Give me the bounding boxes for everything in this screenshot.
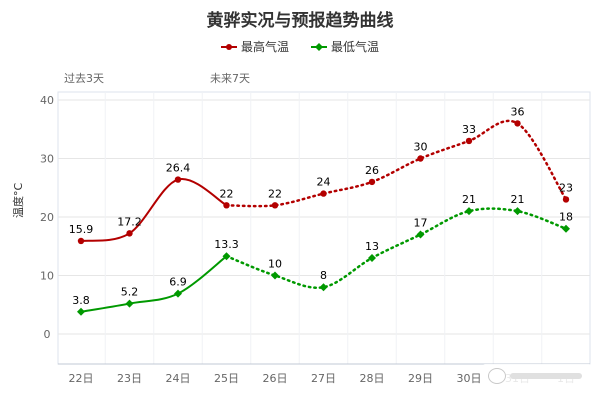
- data-label: 26: [365, 164, 379, 177]
- y-tick-label: 20: [40, 211, 54, 224]
- legend-label-high: 最高气温: [240, 40, 289, 54]
- legend: 最高气温 最低气温: [0, 38, 600, 55]
- data-point-high: [223, 202, 230, 209]
- data-label: 22: [220, 187, 234, 200]
- chart-title: 黄骅实况与预报趋势曲线: [206, 11, 394, 31]
- watermark: [482, 364, 592, 388]
- data-label: 22: [268, 187, 282, 200]
- legend-label-low: 最低气温: [331, 40, 380, 54]
- data-label: 33: [462, 123, 476, 136]
- data-label: 15.9: [69, 223, 94, 236]
- data-point-low: [368, 253, 376, 262]
- data-point-high: [126, 230, 133, 237]
- y-tick-label: 10: [40, 270, 54, 283]
- data-label: 13.3: [214, 238, 239, 251]
- legend-swatch-low: [311, 42, 327, 51]
- data-point-low: [174, 289, 182, 298]
- data-label: 10: [268, 258, 282, 271]
- series-line-observed-1: [80, 255, 228, 313]
- data-point-high: [271, 202, 279, 209]
- data-point-low: [271, 271, 279, 280]
- data-point-low: [125, 299, 134, 308]
- data-point-low: [465, 207, 473, 216]
- data-label: 17.2: [117, 215, 142, 228]
- x-tick-label: 28日: [360, 372, 385, 385]
- wechat-icon: [488, 368, 506, 384]
- series-line-forecast-1: [225, 207, 568, 289]
- data-label: 21: [511, 193, 525, 206]
- data-label: 26.4: [166, 162, 191, 175]
- data-point-low: [562, 224, 570, 233]
- past-days-label: 过去3天: [64, 72, 104, 85]
- data-label: 13: [365, 240, 379, 253]
- x-tick-label: 26日: [263, 372, 288, 385]
- data-point-high: [77, 237, 85, 245]
- data-label: 18: [559, 211, 573, 224]
- watermark-logo: [510, 373, 582, 379]
- data-point-high: [417, 155, 424, 162]
- data-point-low: [513, 207, 522, 216]
- legend-item-low[interactable]: 最低气温: [311, 38, 379, 55]
- y-tick-label: 40: [40, 94, 54, 107]
- series-line-observed-0: [80, 178, 228, 242]
- y-tick-label: 30: [40, 153, 54, 166]
- data-label: 5.2: [121, 286, 139, 299]
- data-label: 21: [462, 193, 476, 206]
- data-label: 3.8: [72, 294, 90, 307]
- x-tick-label: 30日: [457, 372, 482, 385]
- x-tick-label: 23日: [117, 372, 142, 385]
- data-label: 30: [414, 141, 428, 154]
- data-label: 24: [317, 176, 331, 189]
- data-point-high: [368, 178, 376, 186]
- data-point-low: [319, 283, 328, 292]
- x-tick-label: 29日: [408, 372, 433, 385]
- legend-item-high[interactable]: 最高气温: [220, 38, 289, 55]
- data-point-high: [514, 120, 521, 127]
- data-point-high: [174, 176, 182, 183]
- data-point-high: [320, 190, 327, 197]
- x-tick-label: 22日: [69, 372, 94, 385]
- data-label: 8: [320, 269, 327, 282]
- y-tick-label: 0: [44, 328, 51, 341]
- data-label: 17: [414, 217, 428, 230]
- data-point-low: [77, 307, 85, 316]
- data-point-low: [222, 252, 231, 261]
- data-label: 36: [511, 105, 525, 118]
- x-tick-label: 25日: [214, 372, 239, 385]
- data-point-high: [562, 196, 570, 203]
- data-label: 23: [559, 181, 573, 194]
- legend-swatch-high: [220, 43, 237, 50]
- x-tick-label: 27日: [311, 372, 336, 385]
- data-point-high: [465, 137, 473, 145]
- data-point-low: [416, 230, 425, 239]
- future-days-label: 未来7天: [210, 72, 250, 85]
- x-tick-label: 24日: [166, 372, 191, 385]
- data-label: 6.9: [169, 276, 187, 289]
